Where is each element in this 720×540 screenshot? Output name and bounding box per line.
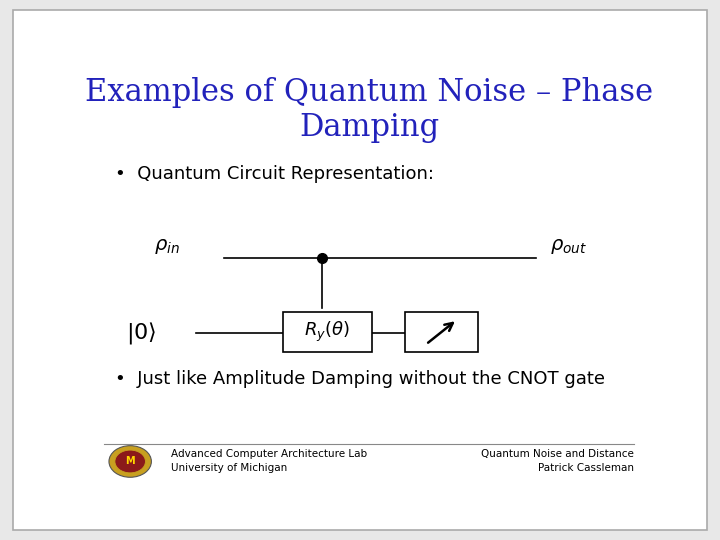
Text: $\rho_{in}$: $\rho_{in}$ bbox=[154, 237, 180, 256]
Circle shape bbox=[109, 446, 151, 477]
Text: Quantum Noise and Distance
Patrick Cassleman: Quantum Noise and Distance Patrick Cassl… bbox=[481, 449, 634, 474]
Text: •  Just like Amplitude Damping without the CNOT gate: • Just like Amplitude Damping without th… bbox=[115, 370, 605, 388]
Bar bbox=[282, 312, 372, 352]
Bar bbox=[405, 312, 478, 352]
Text: $R_y(\theta)$: $R_y(\theta)$ bbox=[304, 320, 350, 344]
Text: M: M bbox=[125, 456, 135, 467]
Text: Examples of Quantum Noise – Phase
Damping: Examples of Quantum Noise – Phase Dampin… bbox=[85, 77, 653, 143]
Text: $\rho_{out}$: $\rho_{out}$ bbox=[550, 237, 588, 256]
Text: Advanced Computer Architecture Lab
University of Michigan: Advanced Computer Architecture Lab Unive… bbox=[171, 449, 367, 474]
Text: •  Quantum Circuit Representation:: • Quantum Circuit Representation: bbox=[115, 165, 434, 183]
Circle shape bbox=[115, 450, 145, 473]
Text: $|0\rangle$: $|0\rangle$ bbox=[126, 320, 157, 346]
